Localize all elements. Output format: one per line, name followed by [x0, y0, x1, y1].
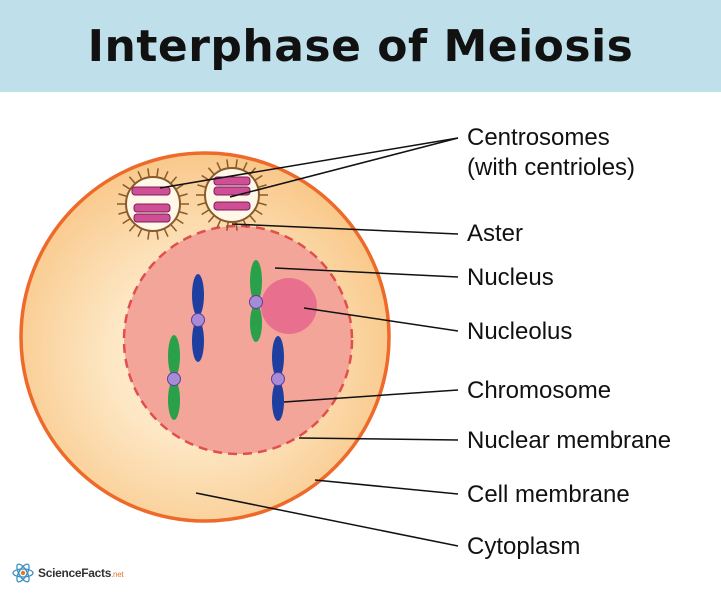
- label-chromosome: Chromosome: [467, 377, 611, 404]
- label-cell-membrane: Cell membrane: [467, 481, 630, 508]
- centriole: [213, 176, 251, 186]
- chromosome-2: [249, 260, 263, 342]
- aster-ray: [178, 210, 188, 215]
- aster-ray: [242, 219, 248, 229]
- atom-icon: [12, 563, 34, 583]
- leader-centrosomes-1: [159, 137, 459, 189]
- centriole: [131, 186, 171, 196]
- aster-ray: [147, 168, 150, 178]
- aster-ray: [137, 170, 143, 180]
- label-aster: Aster: [467, 220, 523, 247]
- aster-ray: [216, 219, 222, 229]
- brand-logo: ScienceFacts.net: [12, 562, 124, 584]
- centromere: [191, 313, 205, 327]
- aster-ray: [175, 217, 184, 225]
- aster-ray: [163, 170, 169, 180]
- aster-rays: [117, 168, 189, 240]
- centromere: [249, 295, 263, 309]
- leader-cytoplasm: [195, 492, 459, 547]
- aster-ray: [128, 223, 136, 232]
- aster-ray: [128, 176, 136, 185]
- aster-ray: [170, 176, 178, 185]
- nucleolus: [261, 278, 317, 334]
- leader-aster: [231, 223, 459, 235]
- aster-ray: [197, 184, 207, 189]
- title-banner: Interphase of Meiosis: [0, 0, 721, 92]
- aster-ray: [257, 184, 267, 189]
- centromere: [271, 372, 285, 386]
- aster-ray: [156, 230, 159, 240]
- aster-ray: [163, 228, 169, 238]
- page-title: Interphase of Meiosis: [87, 20, 634, 72]
- leader-lines: [159, 137, 459, 547]
- centrosome-right: [196, 159, 268, 231]
- chromosome-1: [191, 274, 205, 362]
- aster-ray: [242, 161, 248, 171]
- brand-name: ScienceFacts.net: [38, 566, 124, 580]
- leader-chromosome: [283, 389, 459, 403]
- aster-ray: [235, 159, 238, 169]
- aster-ray: [170, 223, 178, 232]
- aster-ray: [257, 201, 267, 206]
- aster-ray: [249, 214, 257, 223]
- aster-ray: [207, 167, 215, 176]
- centriole: [213, 186, 251, 196]
- aster-ray: [122, 183, 131, 191]
- aster-ray: [118, 210, 128, 215]
- leader-nucleus: [274, 267, 459, 278]
- leader-nuclear-membrane: [298, 437, 459, 441]
- aster-ray: [118, 193, 128, 198]
- aster-ray: [137, 228, 143, 238]
- aster-ray: [216, 161, 222, 171]
- label-nucleus: Nucleus: [467, 264, 554, 291]
- centrosome-left: [117, 168, 189, 240]
- leader-centrosomes-2: [229, 137, 459, 198]
- leader-cell-membrane: [314, 479, 459, 495]
- aster-ray: [201, 208, 210, 216]
- label-nuclear-membrane: Nuclear membrane: [467, 427, 671, 454]
- chromosome-3: [167, 335, 181, 420]
- chromosome-4: [271, 336, 285, 421]
- aster-ray: [235, 221, 238, 231]
- label-cytoplasm: Cytoplasm: [467, 533, 580, 560]
- aster-ray: [226, 221, 229, 231]
- aster-ray: [156, 168, 159, 178]
- aster-ray: [207, 214, 215, 223]
- aster-ray: [175, 183, 184, 191]
- centriole: [133, 203, 171, 213]
- centriole: [133, 213, 171, 223]
- centromere: [167, 372, 181, 386]
- nuclear-membrane: [122, 224, 354, 456]
- aster-ray: [226, 159, 229, 169]
- aster-ray: [178, 193, 188, 198]
- aster-ray: [197, 201, 207, 206]
- label-centrosomes: Centrosomes: [467, 124, 610, 151]
- label-centrosomes-sub: (with centrioles): [467, 154, 635, 181]
- leader-nucleolus: [303, 307, 459, 332]
- aster-ray: [254, 174, 263, 182]
- label-nucleolus: Nucleolus: [467, 318, 572, 345]
- aster-ray: [122, 217, 131, 225]
- centriole: [213, 201, 251, 211]
- aster-ray: [147, 230, 150, 240]
- aster-ray: [254, 208, 263, 216]
